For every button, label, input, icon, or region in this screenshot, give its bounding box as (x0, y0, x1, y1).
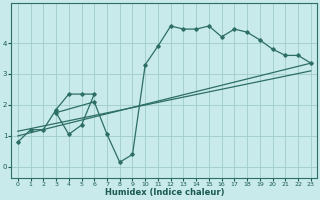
X-axis label: Humidex (Indice chaleur): Humidex (Indice chaleur) (105, 188, 224, 197)
